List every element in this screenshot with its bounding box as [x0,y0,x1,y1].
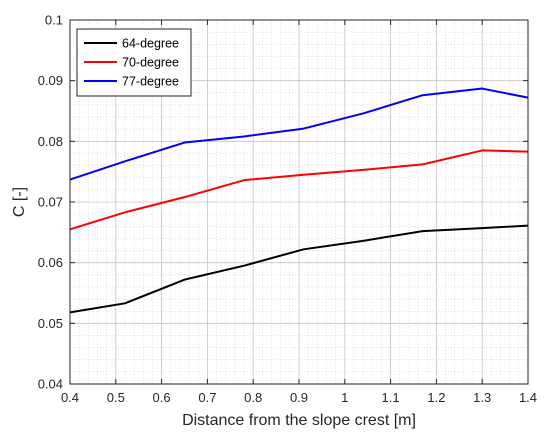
x-tick-label: 1.1 [382,390,400,405]
axis-ticks [69,19,529,385]
series-layer [69,87,529,314]
series-line-77-degree [69,87,529,181]
x-tick-label: 0.9 [290,390,308,405]
x-tick-label: 1.4 [519,390,537,405]
x-tick-label: 1.3 [473,390,491,405]
y-tick-label: 0.06 [38,255,63,270]
series-line-70-degree [69,149,529,231]
legend-label: 70-degree [122,56,179,70]
y-tick-label: 0.09 [38,73,63,88]
x-tick-labels: 0.4 0.5 0.6 0.7 0.8 0.9 1 1.1 1.2 1.3 1.4 [61,390,537,405]
legend-label: 64-degree [122,37,179,51]
y-axis-title: C [-] [11,187,28,217]
y-tick-labels: 0.04 0.05 0.06 0.07 0.08 0.09 0.1 [38,13,63,392]
x-tick-label: 0.5 [107,390,125,405]
legend-label: 77-degree [122,75,179,89]
y-tick-label: 0.04 [38,377,63,392]
series-line-64-degree [69,224,529,314]
major-grid [70,20,528,384]
x-tick-label: 1 [341,390,348,405]
x-tick-label: 0.4 [61,390,79,405]
y-tick-label: 0.05 [38,316,63,331]
x-tick-label: 1.2 [427,390,445,405]
y-tick-label: 0.07 [38,195,63,210]
x-axis-title: Distance from the slope crest [m] [182,412,416,429]
x-tick-label: 0.6 [153,390,171,405]
legend: 64-degree 70-degree 77-degree [76,28,192,97]
x-tick-label: 0.8 [244,390,262,405]
y-tick-label: 0.1 [45,13,63,28]
x-tick-label: 0.7 [198,390,216,405]
y-tick-label: 0.08 [38,134,63,149]
